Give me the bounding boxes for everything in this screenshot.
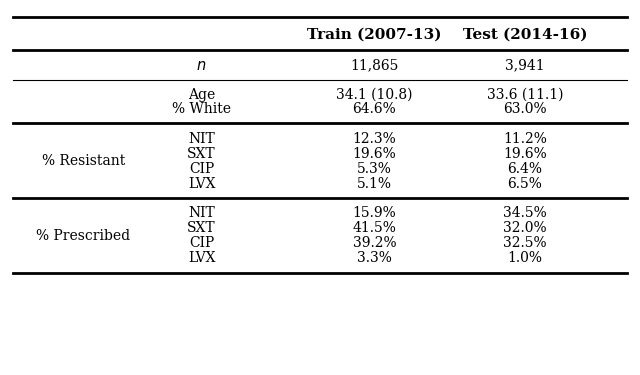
Text: 3,941: 3,941 [505,58,545,73]
Text: SXT: SXT [188,147,216,161]
Text: 15.9%: 15.9% [353,206,396,220]
Text: $n$: $n$ [196,58,207,73]
Text: 63.0%: 63.0% [503,102,547,116]
Text: Age: Age [188,87,215,102]
Text: NIT: NIT [188,206,215,220]
Text: 11,865: 11,865 [350,58,399,73]
Text: 33.6 (11.1): 33.6 (11.1) [486,87,563,102]
Text: 12.3%: 12.3% [353,132,396,146]
Text: 41.5%: 41.5% [353,221,396,235]
Text: 19.6%: 19.6% [353,147,396,161]
Text: SXT: SXT [188,221,216,235]
Text: Test (2014-16): Test (2014-16) [463,27,587,42]
Text: 64.6%: 64.6% [353,102,396,116]
Text: 3.3%: 3.3% [357,251,392,265]
Text: CIP: CIP [189,236,214,250]
Text: 5.1%: 5.1% [357,177,392,191]
Text: 1.0%: 1.0% [508,251,542,265]
Text: 6.4%: 6.4% [508,162,542,176]
Text: 32.5%: 32.5% [503,236,547,250]
Text: 5.3%: 5.3% [357,162,392,176]
Text: LVX: LVX [188,251,215,265]
Text: % White: % White [172,102,231,116]
Text: 6.5%: 6.5% [508,177,542,191]
Text: LVX: LVX [188,177,215,191]
Text: 34.5%: 34.5% [503,206,547,220]
Text: 32.0%: 32.0% [503,221,547,235]
Text: NIT: NIT [188,132,215,146]
Text: 19.6%: 19.6% [503,147,547,161]
Text: CIP: CIP [189,162,214,176]
Text: 39.2%: 39.2% [353,236,396,250]
Text: Train (2007-13): Train (2007-13) [307,27,442,42]
Text: % Resistant: % Resistant [42,154,125,168]
Text: % Prescribed: % Prescribed [36,228,131,243]
Text: 11.2%: 11.2% [503,132,547,146]
Text: 34.1 (10.8): 34.1 (10.8) [336,87,413,102]
